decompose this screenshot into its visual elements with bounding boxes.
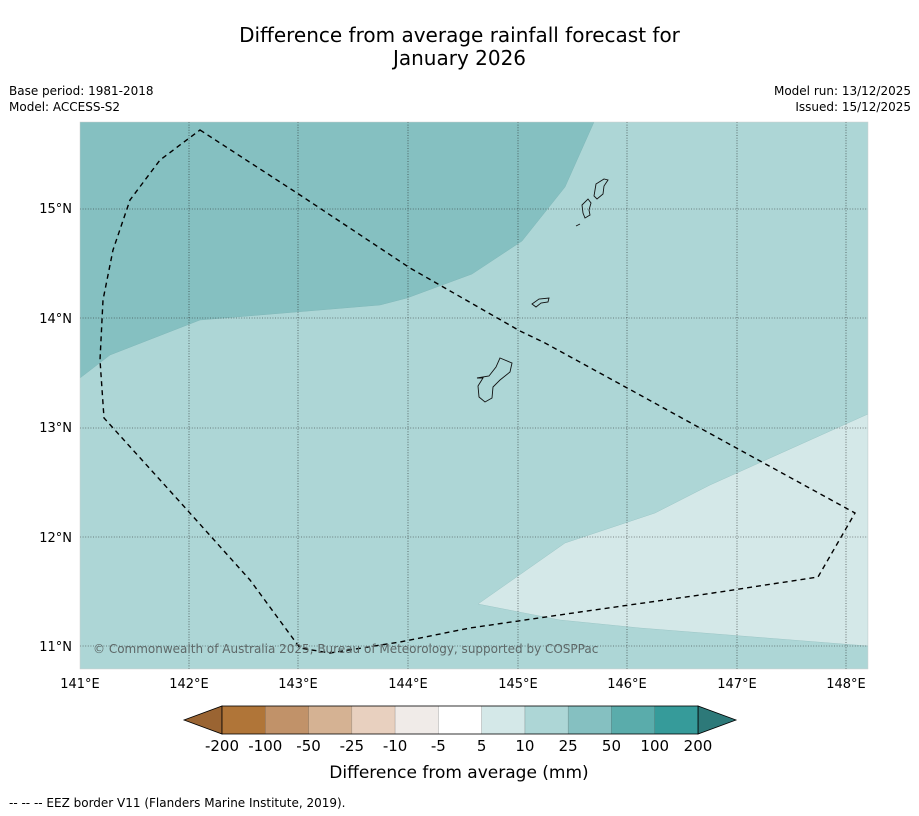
- lat-label: 13°N: [39, 421, 72, 436]
- map-frame: [79, 121, 869, 670]
- legend-tick-label: 200: [684, 737, 713, 755]
- forecast-map: © Commonwealth of Australia 2025, Bureau…: [39, 121, 869, 692]
- lon-label: 146°E: [607, 677, 647, 692]
- lat-label: 15°N: [39, 202, 72, 217]
- legend-swatch: [222, 706, 266, 734]
- coastlines: [476, 178, 609, 403]
- colorbar-legend: -200 -100 -50 -25 -10 -5 5 10 25 50 100 200 Differe…: [182, 705, 738, 783]
- grid-lines: [80, 122, 868, 669]
- legend-swatch: [351, 706, 396, 734]
- legend-swatch: [438, 706, 482, 734]
- lon-label: 147°E: [717, 677, 757, 692]
- legend-extend-high: [697, 705, 738, 735]
- legend-tick-label: -5: [431, 737, 446, 755]
- legend-swatch: [524, 706, 569, 734]
- lat-label: 11°N: [39, 640, 72, 655]
- metadata-right: Model run: 13/12/2025 Issued: 15/12/2025: [774, 83, 911, 115]
- chart-title-line1: Difference from average rainfall forecas…: [239, 23, 680, 47]
- island-tinian: [581, 198, 592, 219]
- legend-tick-label: -50: [296, 737, 321, 755]
- lon-label: 148°E: [826, 677, 866, 692]
- lon-label: 141°E: [60, 677, 100, 692]
- legend-swatch: [568, 706, 612, 734]
- copyright-notice: © Commonwealth of Australia 2025, Bureau…: [93, 642, 598, 656]
- model-name: Model: ACCESS-S2: [9, 100, 121, 114]
- metadata-left: Base period: 1981-2018 Model: ACCESS-S2: [9, 83, 154, 115]
- legend-frame: [221, 705, 699, 735]
- lat-axis-labels: 15°N 14°N 13°N 12°N 11°N: [39, 202, 72, 655]
- region-5-10mm: [477, 413, 868, 647]
- model-run: Model run: 13/12/2025: [773, 84, 911, 98]
- eez-border: [99, 129, 856, 654]
- island-rota: [531, 297, 550, 308]
- legend-swatch: [481, 706, 525, 734]
- eez-footnote: -- -- -- EEZ border V11 (Flanders Marine…: [9, 796, 346, 810]
- legend-swatch: [308, 706, 352, 734]
- lon-label: 145°E: [498, 677, 538, 692]
- legend-tick-label: 10: [515, 737, 534, 755]
- legend-tick-label: -100: [248, 737, 282, 755]
- legend-tick-label: 5: [477, 737, 487, 755]
- legend-title: Difference from average (mm): [329, 763, 588, 783]
- region-25-50mm: [80, 122, 595, 379]
- legend-swatch: [611, 706, 655, 734]
- legend-tick-label: -10: [383, 737, 408, 755]
- legend-tick-label: 25: [559, 737, 578, 755]
- legend-swatch: [395, 706, 439, 734]
- chart-title-line2: January 2026: [392, 46, 527, 70]
- lat-label: 14°N: [39, 312, 72, 327]
- island-aguijan: [575, 223, 581, 227]
- legend-tick-label: 50: [602, 737, 621, 755]
- island-guam: [476, 357, 513, 403]
- legend-tick-label: -25: [340, 737, 365, 755]
- legend-swatch: [265, 706, 309, 734]
- lon-label: 144°E: [388, 677, 428, 692]
- legend-tick-label: -200: [205, 737, 239, 755]
- issued-date: Issued: 15/12/2025: [795, 100, 911, 114]
- lon-axis-labels: 141°E 142°E 143°E 144°E 145°E 146°E 147°…: [60, 677, 866, 692]
- island-saipan: [593, 178, 609, 200]
- legend-swatch: [654, 706, 698, 734]
- lon-label: 142°E: [169, 677, 209, 692]
- legend-extend-low: [182, 705, 223, 735]
- legend-tick-label: 100: [640, 737, 669, 755]
- lat-label: 12°N: [39, 531, 72, 546]
- lon-label: 143°E: [278, 677, 318, 692]
- base-period: Base period: 1981-2018: [9, 84, 154, 98]
